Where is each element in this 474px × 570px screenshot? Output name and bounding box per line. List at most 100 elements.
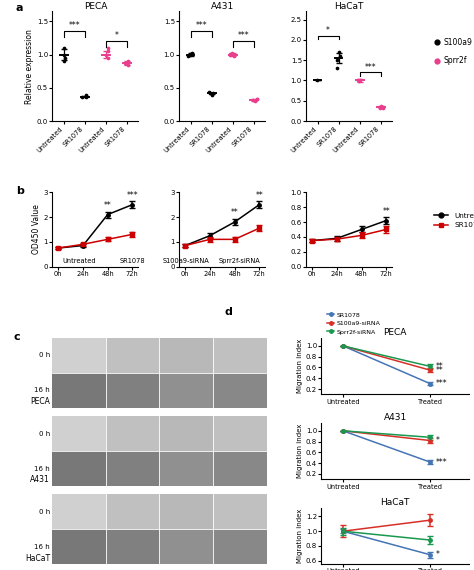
- Y-axis label: Migration index: Migration index: [297, 339, 303, 393]
- Point: [102, 50, 110, 59]
- Title: PECA: PECA: [383, 328, 407, 337]
- Point: [61, 54, 69, 63]
- Title: HaCaT: HaCaT: [381, 498, 410, 507]
- Point: [208, 90, 215, 99]
- Bar: [106, 530, 159, 564]
- Y-axis label: Migration index: Migration index: [297, 509, 303, 563]
- Point: [356, 75, 364, 84]
- Text: S100a9-siRNA: S100a9-siRNA: [163, 258, 210, 264]
- Point: [121, 59, 129, 68]
- Point: [205, 87, 213, 96]
- Bar: [52, 451, 106, 486]
- Title: PECA: PECA: [83, 2, 107, 11]
- Text: **: **: [435, 365, 443, 374]
- Text: *: *: [326, 26, 330, 35]
- Point: [61, 43, 68, 52]
- Text: SR1078: SR1078: [120, 258, 146, 264]
- Bar: [213, 338, 267, 373]
- Bar: [52, 338, 106, 373]
- Point: [333, 64, 340, 73]
- Text: 16 h: 16 h: [34, 387, 50, 393]
- Bar: [213, 494, 267, 530]
- Point: [230, 51, 238, 60]
- Bar: [213, 530, 267, 564]
- Y-axis label: Migration index: Migration index: [297, 424, 303, 478]
- Point: [354, 76, 362, 85]
- Point: [227, 50, 234, 59]
- Bar: [106, 373, 159, 408]
- Point: [124, 60, 132, 69]
- Bar: [159, 373, 213, 408]
- Point: [376, 104, 384, 113]
- Text: ***: ***: [68, 21, 80, 30]
- Point: [249, 95, 256, 104]
- Point: [334, 56, 341, 65]
- Point: [226, 50, 234, 59]
- Bar: [159, 451, 213, 486]
- Y-axis label: OD450 Value: OD450 Value: [32, 205, 41, 254]
- Title: A431: A431: [210, 2, 234, 11]
- Point: [186, 50, 193, 59]
- Text: HaCaT: HaCaT: [25, 553, 50, 563]
- Text: ***: ***: [435, 379, 447, 388]
- Text: Untreated: Untreated: [62, 258, 96, 264]
- Point: [206, 88, 214, 97]
- Point: [104, 43, 111, 52]
- Bar: [106, 416, 159, 451]
- Legend: Untreated, SR1078: Untreated, SR1078: [431, 210, 474, 231]
- Text: Sprr2f: Sprr2f: [444, 56, 467, 66]
- Point: [184, 51, 191, 60]
- Point: [313, 76, 321, 85]
- Bar: [52, 416, 106, 451]
- Point: [122, 58, 130, 67]
- Bar: [213, 451, 267, 486]
- Point: [188, 48, 196, 58]
- Bar: [52, 530, 106, 564]
- Point: [124, 56, 132, 66]
- Text: c: c: [13, 332, 20, 342]
- Point: [82, 91, 90, 100]
- Title: HaCaT: HaCaT: [335, 2, 364, 11]
- Text: *: *: [114, 31, 118, 40]
- Text: **: **: [383, 207, 390, 216]
- Text: ***: ***: [237, 31, 249, 40]
- Text: 0 h: 0 h: [39, 352, 50, 359]
- Point: [82, 91, 90, 100]
- Bar: [106, 451, 159, 486]
- Text: a: a: [16, 3, 23, 13]
- Point: [209, 88, 217, 97]
- Text: **: **: [104, 201, 111, 210]
- Bar: [106, 494, 159, 530]
- Text: d: d: [225, 307, 233, 316]
- Bar: [213, 416, 267, 451]
- Point: [60, 56, 68, 66]
- Bar: [159, 530, 213, 564]
- Point: [380, 103, 387, 112]
- Title: A431: A431: [383, 413, 407, 422]
- Point: [104, 54, 112, 63]
- Point: [186, 50, 194, 59]
- Point: [337, 51, 344, 60]
- Bar: [159, 494, 213, 530]
- Y-axis label: Relative expression: Relative expression: [25, 29, 34, 104]
- Point: [253, 95, 261, 104]
- Point: [228, 48, 236, 58]
- Legend: SR1078, S100a9-siRNA, Sprr2f-siRNA: SR1078, S100a9-siRNA, Sprr2f-siRNA: [324, 310, 383, 337]
- Text: Sprr2f-siRNA: Sprr2f-siRNA: [219, 258, 261, 264]
- Point: [104, 47, 112, 56]
- Text: 16 h: 16 h: [34, 544, 50, 550]
- Bar: [159, 338, 213, 373]
- Text: **: **: [231, 208, 238, 217]
- Point: [377, 101, 385, 110]
- Bar: [52, 494, 106, 530]
- Text: b: b: [16, 186, 24, 196]
- Point: [78, 92, 86, 101]
- Point: [252, 96, 259, 105]
- Bar: [52, 373, 106, 408]
- Point: [60, 50, 68, 59]
- Text: **: **: [255, 191, 263, 200]
- Text: *: *: [435, 550, 439, 559]
- Point: [335, 47, 343, 56]
- Text: ***: ***: [365, 63, 376, 72]
- Text: **: **: [435, 362, 443, 371]
